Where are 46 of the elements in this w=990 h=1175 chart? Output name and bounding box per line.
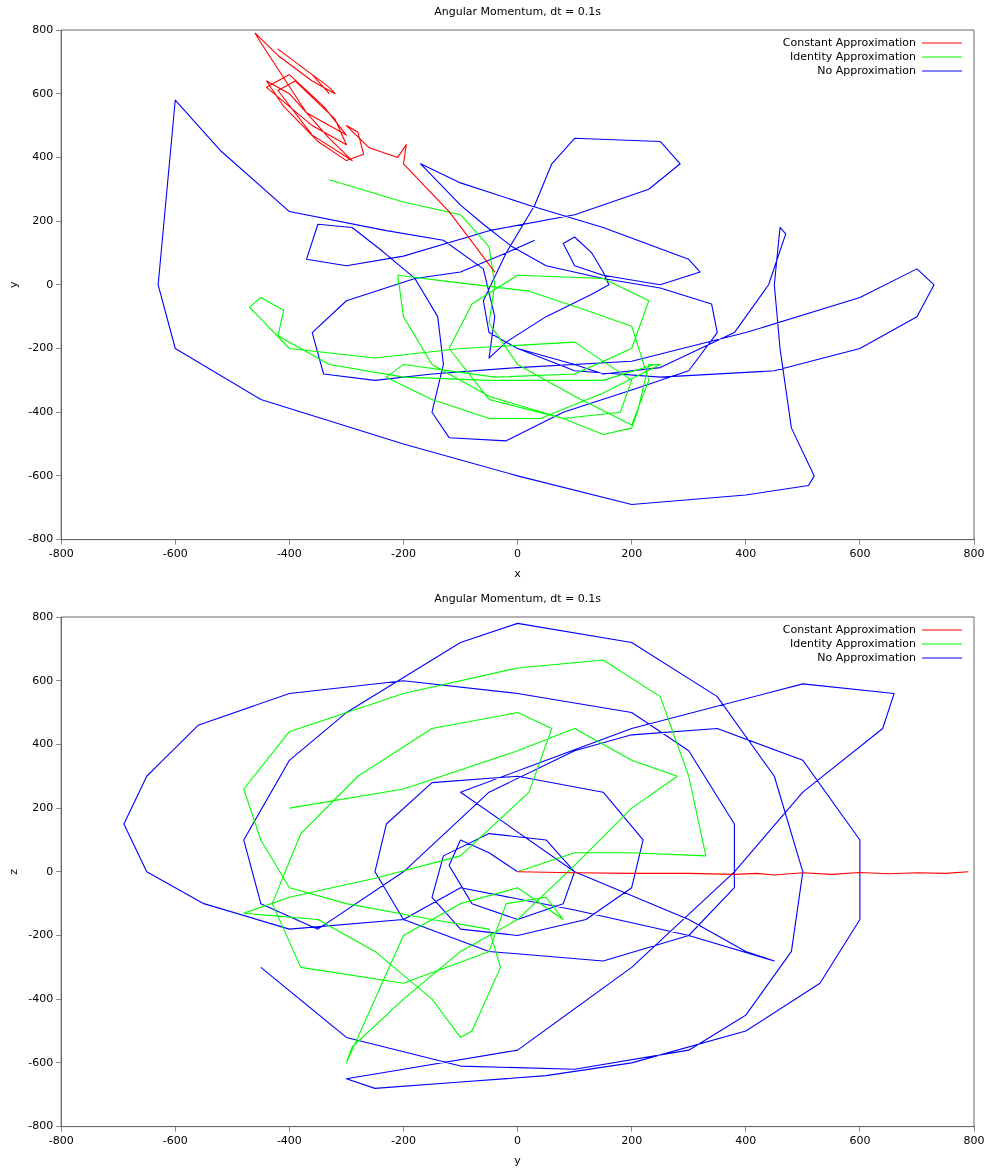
legend-label: Constant Approximation: [782, 35, 917, 49]
x-tick-label: 400: [735, 547, 757, 561]
x-axis-title: x: [514, 567, 522, 581]
x-tick-label: 800: [963, 1134, 985, 1148]
y-tick-label: 800: [32, 609, 54, 623]
y-tick-label: 600: [32, 673, 54, 687]
y-tick-label: -800: [28, 532, 54, 546]
x-tick-label: -200: [390, 547, 416, 561]
y-tick-label: -800: [28, 1119, 54, 1133]
x-tick-label: 400: [735, 1134, 757, 1148]
y-axis-title: y: [7, 281, 21, 289]
legend-label: Constant Approximation: [782, 622, 917, 636]
chart-title: Angular Momentum, dt = 0.1s: [434, 4, 602, 18]
legend-label: No Approximation: [817, 650, 917, 664]
x-axis-title: y: [514, 1154, 522, 1168]
x-tick-label: 600: [849, 1134, 871, 1148]
y-tick-label: 400: [32, 150, 54, 164]
y-tick-label: 200: [32, 800, 54, 814]
x-tick-label: -400: [276, 1134, 302, 1148]
x-tick-label: 200: [621, 547, 643, 561]
x-tick-label: 200: [621, 1134, 643, 1148]
x-tick-label: -600: [162, 547, 188, 561]
legend-label: No Approximation: [817, 63, 917, 77]
x-tick-label: 600: [849, 547, 871, 561]
y-tick-label: 0: [46, 277, 54, 291]
y-tick-label: -200: [28, 341, 54, 355]
y-tick-label: -400: [28, 405, 54, 419]
chart-title: Angular Momentum, dt = 0.1s: [434, 591, 602, 605]
legend-label: Identity Approximation: [790, 636, 917, 650]
y-tick-label: 800: [32, 22, 54, 36]
x-tick-label: -200: [390, 1134, 416, 1148]
y-tick-label: 600: [32, 86, 54, 100]
x-tick-label: -600: [162, 1134, 188, 1148]
y-tick-label: -600: [28, 468, 54, 482]
y-axis-title: z: [7, 868, 21, 875]
y-tick-label: 0: [46, 864, 54, 878]
x-tick-label: 0: [514, 547, 522, 561]
y-tick-label: 400: [32, 737, 54, 751]
y-tick-label: -200: [28, 928, 54, 942]
y-tick-label: 200: [32, 213, 54, 227]
x-tick-label: 0: [514, 1134, 522, 1148]
x-tick-label: 800: [963, 547, 985, 561]
legend-label: Identity Approximation: [790, 49, 917, 63]
y-tick-label: -400: [28, 992, 54, 1006]
y-tick-label: -600: [28, 1055, 54, 1069]
x-tick-label: -400: [276, 547, 302, 561]
